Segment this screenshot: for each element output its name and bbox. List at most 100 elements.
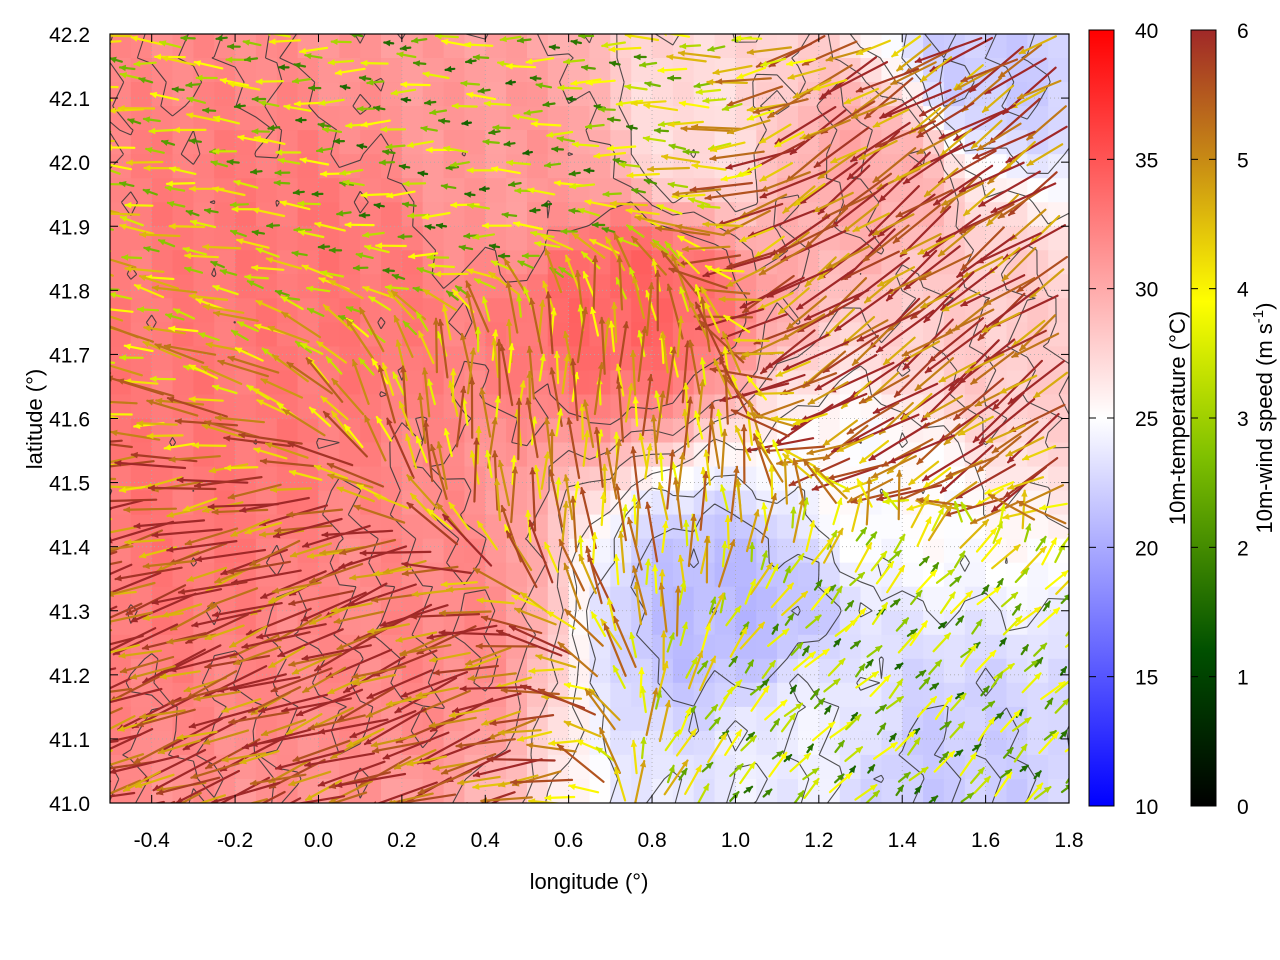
- wind-vector-head: [239, 506, 247, 513]
- wind-vector-head: [317, 243, 325, 251]
- wind-vector-head: [76, 649, 82, 654]
- wind-vector-head: [752, 107, 761, 115]
- temperature-cell: [381, 226, 403, 252]
- wind-vector: [564, 474, 574, 521]
- wind-vector-head: [608, 320, 615, 328]
- temperature-cell: [506, 82, 528, 107]
- temperature-cell: [714, 634, 737, 660]
- wind-vector-head: [584, 199, 592, 206]
- wind-vector: [331, 410, 354, 441]
- wind-vector-head: [104, 182, 109, 187]
- wind-vector-head: [451, 102, 459, 110]
- wind-vector: [161, 603, 203, 618]
- wind-vector: [852, 212, 890, 233]
- wind-vector: [110, 455, 138, 464]
- wind-vector: [129, 665, 176, 680]
- wind-vector-head: [822, 439, 831, 446]
- wind-vector-head: [709, 366, 717, 374]
- wind-vector-head: [562, 330, 570, 339]
- wind-vector-head: [570, 39, 578, 46]
- wind-vector-head: [701, 660, 708, 669]
- wind-vector-head: [734, 35, 742, 42]
- wind-vector-head: [959, 227, 968, 234]
- wind-vector-head: [582, 399, 589, 407]
- wind-vector-head: [260, 378, 269, 385]
- wind-vector: [647, 166, 690, 171]
- wind-vector: [603, 623, 627, 677]
- temperature-cell: [381, 298, 403, 324]
- wind-vector: [351, 665, 407, 679]
- temperature-cell: [214, 58, 236, 83]
- wind-vector: [110, 755, 180, 774]
- wind-vector: [330, 602, 373, 613]
- wind-vector-head: [1007, 455, 1015, 463]
- wind-vector-head: [527, 187, 535, 194]
- wind-vector: [1005, 436, 1045, 457]
- temperature-cell: [464, 202, 486, 227]
- wind-vector: [500, 344, 514, 407]
- wind-vector: [301, 644, 372, 660]
- wind-vector-head: [919, 110, 927, 117]
- wind-vector-head: [988, 717, 995, 725]
- temperature-cell: [652, 130, 674, 155]
- wind-vector-head: [609, 200, 617, 207]
- wind-vector-head: [359, 75, 367, 82]
- wind-vector: [277, 628, 344, 658]
- wind-vector-head: [182, 505, 191, 512]
- wind-vector-head: [119, 223, 127, 230]
- wind-vector-head: [589, 239, 597, 246]
- wind-vector-head: [962, 271, 971, 278]
- temperature-cell: [652, 658, 674, 684]
- wind-vector-head: [296, 710, 304, 717]
- wind-vector: [987, 493, 1036, 521]
- wind-vector-head: [848, 765, 856, 774]
- y-tick-label: 42.0: [49, 152, 90, 175]
- wind-vector-head: [922, 250, 931, 258]
- wind-vector: [459, 685, 532, 690]
- wind-vector: [248, 798, 269, 803]
- temperature-cell: [881, 514, 903, 540]
- temperature-cell: [255, 346, 278, 372]
- wind-vector: [783, 340, 850, 371]
- wind-vector: [872, 382, 939, 414]
- wind-vector: [749, 562, 773, 596]
- wind-vector: [346, 318, 375, 360]
- wind-vector-head: [466, 167, 474, 174]
- wind-vector-head: [924, 190, 932, 197]
- wind-vector-head: [126, 159, 133, 166]
- wind-vector-head: [643, 178, 652, 185]
- wind-vector-head: [130, 616, 139, 623]
- wind-vector-head: [1002, 513, 1010, 520]
- wind-vector-head: [983, 776, 991, 784]
- wind-vector-head: [364, 738, 372, 745]
- wind-vector-head: [385, 143, 393, 150]
- temperature-cell: [318, 250, 341, 276]
- wind-vector: [856, 310, 921, 342]
- wind-vector-head: [473, 437, 480, 445]
- temperature-cell: [1006, 514, 1029, 540]
- wind-vector-head: [726, 262, 734, 269]
- temperature-cell: [985, 226, 1008, 252]
- wind-vector: [802, 350, 847, 389]
- wind-vector-head: [631, 494, 638, 502]
- wind-vector-head: [657, 67, 665, 74]
- temperature-cell: [464, 418, 486, 444]
- temperature-cell: [547, 442, 570, 468]
- temperature-cell: [798, 106, 820, 131]
- wind-vector-head: [467, 202, 475, 210]
- wind-vector-head: [118, 652, 126, 659]
- wind-vector-head: [585, 123, 593, 130]
- wind-vector-head: [549, 367, 556, 375]
- wind-vector-head: [326, 356, 334, 364]
- wind-vector-head: [194, 482, 202, 489]
- wind-vector: [978, 170, 1041, 208]
- temperature-cell: [235, 442, 257, 468]
- wind-vector-head: [791, 423, 799, 430]
- wind-vector: [328, 279, 364, 300]
- wind-vector: [948, 339, 1000, 391]
- wind-vector-head: [214, 414, 222, 422]
- wind-vector-head: [61, 571, 67, 576]
- temperature-cell: [672, 202, 695, 227]
- wind-vector-head: [417, 392, 424, 401]
- wind-vector-head: [292, 189, 300, 196]
